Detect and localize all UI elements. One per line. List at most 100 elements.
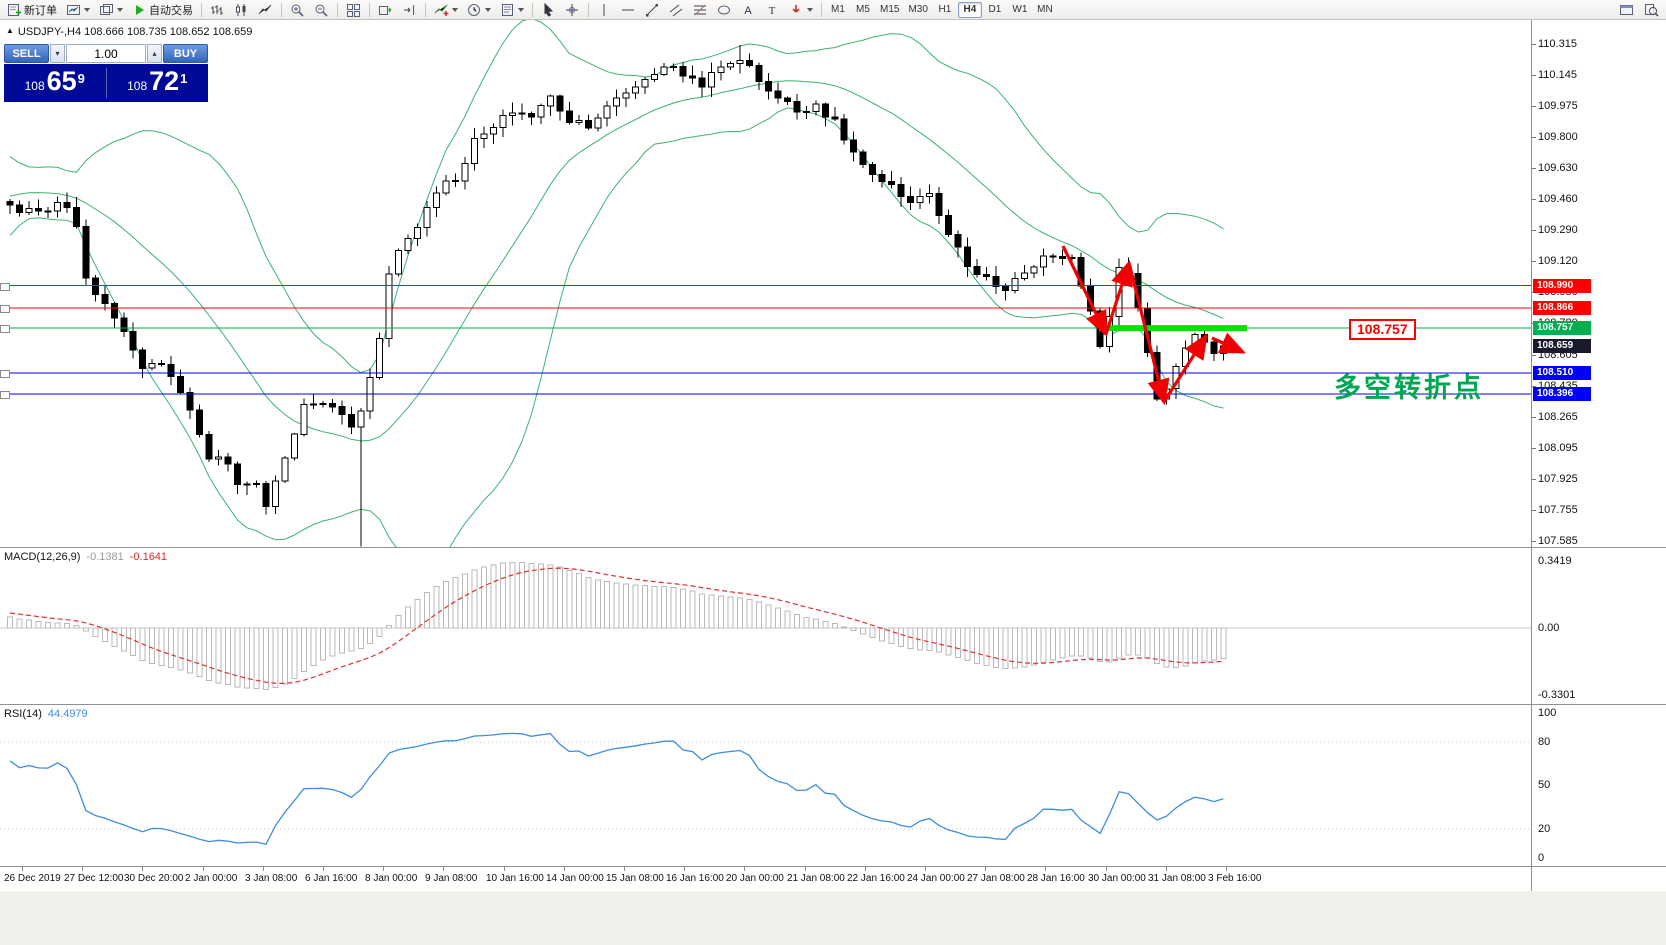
dropdown-caret-icon	[485, 7, 491, 12]
rsi-levels	[0, 741, 1531, 830]
price-axis-label: 108.265	[1538, 411, 1578, 423]
zoom-in-button[interactable]	[286, 1, 309, 19]
candlestick-chart-svg[interactable]	[0, 20, 1531, 547]
macd-chart-svg[interactable]	[0, 548, 1531, 704]
cursor-button[interactable]	[537, 1, 560, 19]
date-label: 24 Jan 00:00	[907, 873, 965, 884]
line-edge-marker[interactable]	[0, 283, 10, 291]
rsi-chart-svg[interactable]	[0, 705, 1531, 866]
line-edge-marker[interactable]	[0, 391, 10, 399]
bar-chart-mode-button[interactable]	[206, 1, 229, 19]
periodicity-button[interactable]	[463, 1, 495, 19]
date-label: 9 Jan 08:00	[425, 873, 478, 884]
date-tick	[22, 867, 23, 871]
toolbar-separator	[337, 2, 338, 17]
panel-separator[interactable]	[0, 547, 1666, 548]
buy-button[interactable]: BUY	[163, 44, 208, 63]
autotrading-button[interactable]: 自动交易	[128, 1, 197, 19]
panel-separator[interactable]	[0, 704, 1666, 705]
line-edge-marker[interactable]	[0, 305, 10, 313]
channel-button[interactable]	[665, 1, 688, 19]
shift-icon	[404, 4, 414, 15]
sell-button[interactable]: SELL	[4, 44, 49, 63]
date-label: 3 Feb 16:00	[1208, 873, 1262, 884]
rsi-axis-label: 80	[1538, 736, 1551, 748]
price-axis[interactable]: 110.315 110.145 109.975 109.800 109.630 109.4…	[1531, 20, 1666, 891]
price-axis-label: 109.630	[1538, 162, 1578, 174]
trendline-button[interactable]	[641, 1, 664, 19]
timeframe-button-m1[interactable]: M1	[826, 2, 850, 18]
current-price-tag: 108.659	[1533, 339, 1591, 353]
dropdown-caret-icon	[807, 7, 813, 12]
templates-button[interactable]	[496, 1, 528, 19]
chart-search-button[interactable]	[1640, 1, 1663, 19]
new-chart-button[interactable]	[62, 1, 94, 19]
indicators-button[interactable]	[430, 1, 462, 19]
date-tick	[443, 867, 444, 871]
label-button[interactable]: T	[761, 1, 784, 19]
timeframe-button-h4[interactable]: H4	[957, 1, 982, 18]
macd-histogram	[7, 561, 1227, 690]
main-chart-panel[interactable]: ▲ USDJPY-,H4 108.666 108.735 108.652 108.…	[0, 20, 1531, 547]
date-label: 30 Dec 20:00	[124, 873, 184, 884]
date-axis[interactable]: 26 Dec 2019 27 Dec 12:00 30 Dec 20:00 2 Jan…	[0, 867, 1531, 891]
vertical-line-button[interactable]	[593, 1, 616, 19]
fibonacci-button[interactable]	[689, 1, 712, 19]
volume-input[interactable]	[66, 44, 146, 63]
bollinger-bands	[9, 20, 1224, 547]
timeframe-button-w1[interactable]: W1	[1008, 2, 1032, 18]
shapes-button[interactable]	[713, 1, 736, 19]
price-line-tag: 108.990	[1533, 279, 1591, 293]
price-callout-label[interactable]: 108.757	[1349, 319, 1416, 340]
arrows-button[interactable]	[785, 1, 817, 19]
timeframe-button-d1[interactable]: D1	[983, 2, 1007, 18]
volume-up-button[interactable]: ▴	[147, 44, 162, 63]
auto-scroll-button[interactable]	[374, 1, 397, 19]
candlestick-mode-button[interactable]	[230, 1, 253, 19]
chart-shift-button[interactable]	[398, 1, 421, 19]
one-click-toggle[interactable]: ▲	[6, 26, 14, 35]
tile-windows-button[interactable]	[342, 1, 365, 19]
candles-series	[6, 44, 1227, 547]
candles-icon	[236, 3, 246, 16]
axis-tick	[1532, 230, 1536, 231]
trend-arrows-annotation[interactable]	[1061, 245, 1246, 406]
new-order-button[interactable]: 新订单	[3, 1, 61, 19]
zoom-out-button[interactable]	[310, 1, 333, 19]
dropdown-caret-icon	[518, 7, 524, 12]
volume-down-button[interactable]: ▾	[50, 44, 65, 63]
crosshair-button[interactable]	[561, 1, 584, 19]
profiles-button[interactable]	[95, 1, 127, 19]
horizontal-price-lines[interactable]	[0, 285, 1531, 395]
text-button[interactable]: A	[737, 1, 760, 19]
window-list-button[interactable]	[1615, 1, 1638, 19]
timeframe-button-m5[interactable]: M5	[851, 2, 875, 18]
toolbar-separator	[588, 2, 589, 17]
price-axis-label: 107.925	[1538, 473, 1578, 485]
layers-icon	[100, 3, 113, 15]
channel-icon	[669, 4, 683, 16]
timeframe-button-m15[interactable]: M15	[876, 2, 903, 18]
price-axis-label: 109.975	[1538, 100, 1578, 112]
macd-panel[interactable]: MACD(12,26,9) -0.1381 -0.1641	[0, 548, 1531, 704]
line-edge-marker[interactable]	[0, 370, 10, 378]
sell-price-display[interactable]: 108 65 9	[24, 66, 85, 96]
buy-price-display[interactable]: 108 72 1	[127, 66, 188, 96]
date-label: 30 Jan 00:00	[1088, 873, 1146, 884]
toolbar-right-group	[1615, 1, 1663, 19]
date-tick	[1166, 867, 1167, 871]
timeframe-button-h1[interactable]: H1	[933, 2, 957, 18]
price-line-tag: 108.510	[1533, 366, 1591, 380]
ticket-icon	[8, 3, 21, 16]
horizontal-line-button[interactable]	[617, 1, 640, 19]
axis-tick	[1532, 479, 1536, 480]
rsi-panel[interactable]: RSI(14) 44.4979	[0, 705, 1531, 866]
annotation-text-cn[interactable]: 多空转折点	[1334, 373, 1484, 403]
timeframe-button-mn[interactable]: MN	[1033, 2, 1057, 18]
date-label: 21 Jan 08:00	[787, 873, 845, 884]
svg-text:T: T	[769, 5, 776, 17]
line-edge-marker[interactable]	[0, 325, 10, 333]
timeframe-button-m30[interactable]: M30	[904, 2, 931, 18]
line-chart-mode-button[interactable]	[254, 1, 277, 19]
date-label: 26 Dec 2019	[4, 873, 61, 884]
